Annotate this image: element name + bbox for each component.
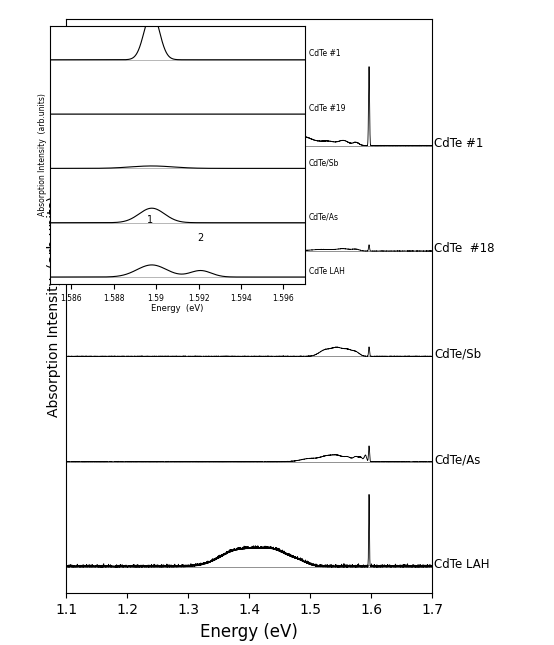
X-axis label: Energy (eV): Energy (eV) xyxy=(201,622,298,640)
Text: CdTe #1: CdTe #1 xyxy=(309,50,341,59)
X-axis label: Energy  (eV): Energy (eV) xyxy=(151,304,203,313)
Text: 1: 1 xyxy=(147,215,153,225)
Y-axis label: Absorption Intensity  (arb.units): Absorption Intensity (arb.units) xyxy=(38,94,47,216)
Text: CdTe/As: CdTe/As xyxy=(309,212,339,221)
Text: CdTe/As: CdTe/As xyxy=(434,453,480,466)
Y-axis label: Absorption Intensity  (arb units): Absorption Intensity (arb units) xyxy=(47,196,61,417)
Text: CdTe/Sb: CdTe/Sb xyxy=(434,348,481,361)
Text: CdTe LAH: CdTe LAH xyxy=(309,266,345,275)
Text: CdTe/Sb: CdTe/Sb xyxy=(309,158,339,167)
Text: CdTe LAH: CdTe LAH xyxy=(434,559,489,571)
Text: CdTe  #18: CdTe #18 xyxy=(434,243,495,255)
Text: CdTe #1: CdTe #1 xyxy=(434,137,483,150)
Text: CdTe #19: CdTe #19 xyxy=(309,104,346,113)
Text: 2: 2 xyxy=(198,233,204,243)
